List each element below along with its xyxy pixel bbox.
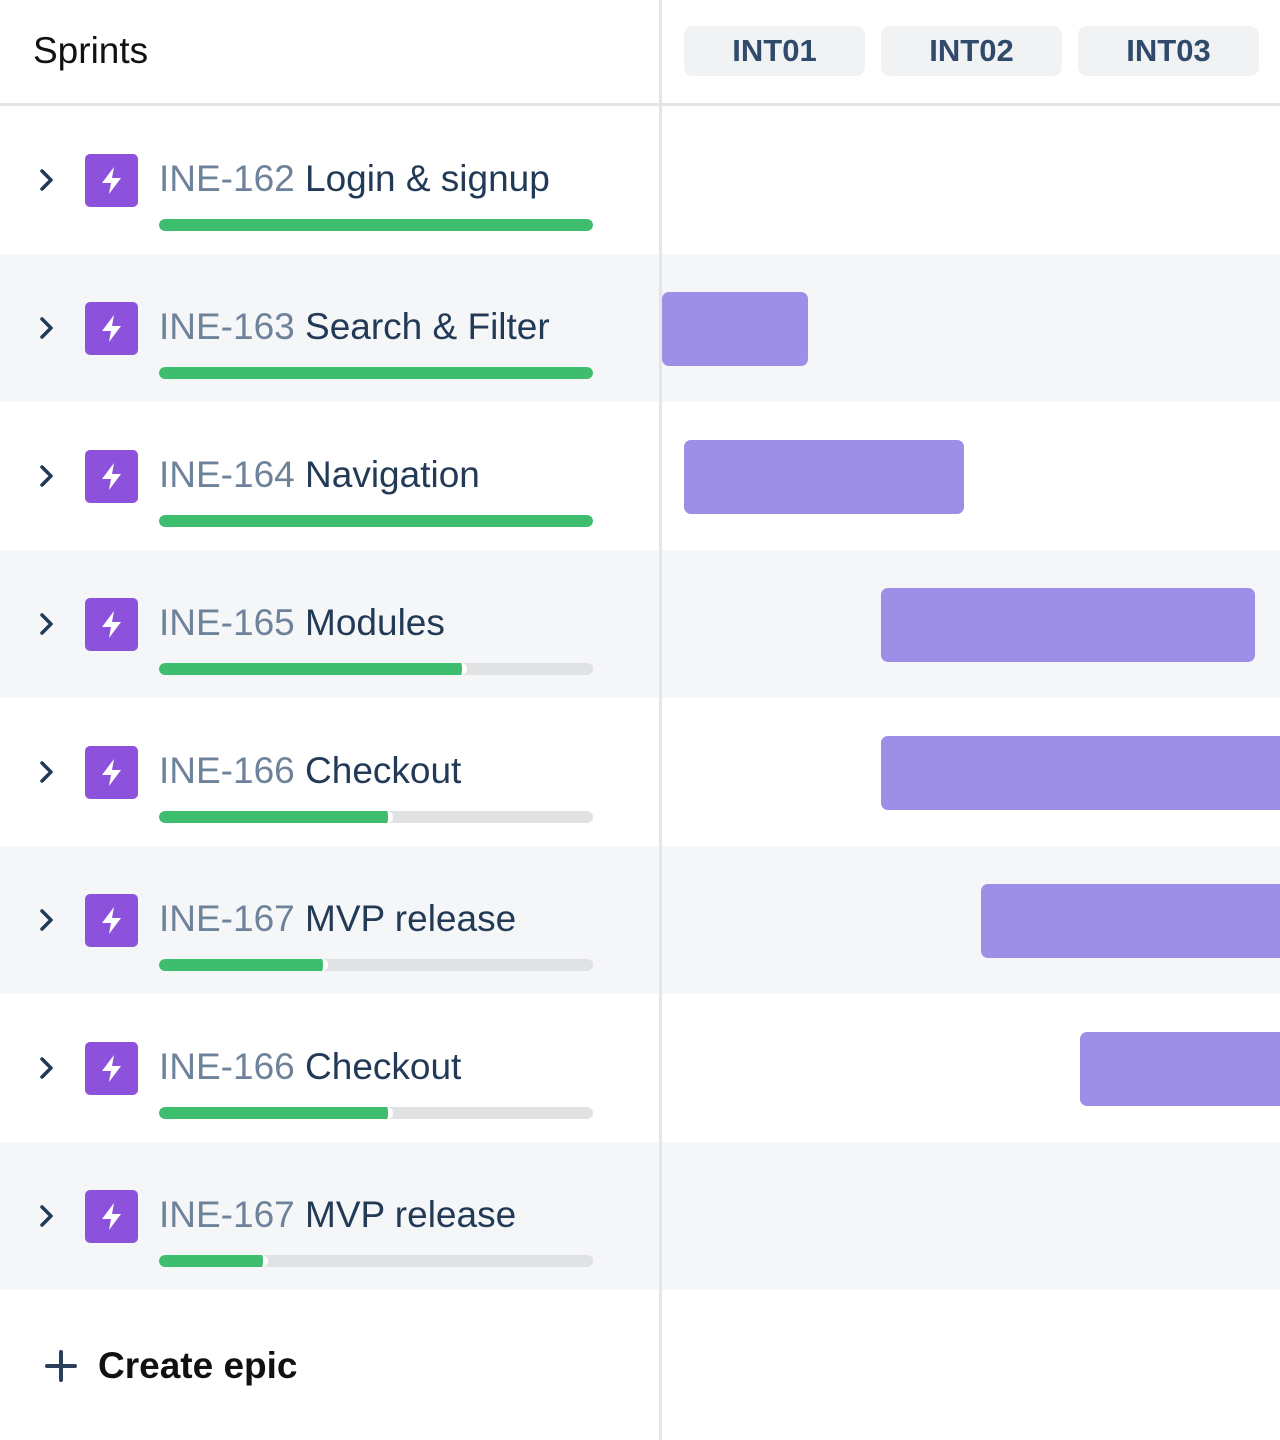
epic-name: MVP release xyxy=(305,1194,517,1235)
panel-divider[interactable] xyxy=(659,0,662,1440)
epic-name: Login & signup xyxy=(305,158,550,199)
sprint-int01[interactable]: INT01 xyxy=(684,26,865,76)
timeline-bar[interactable] xyxy=(881,588,1256,662)
sprint-int03[interactable]: INT03 xyxy=(1078,26,1259,76)
timeline-bar[interactable] xyxy=(881,736,1280,810)
epic-key: INE-167 xyxy=(159,1194,295,1235)
chevron-right-icon[interactable] xyxy=(34,611,60,637)
epic-title[interactable]: INE-163 Search & Filter xyxy=(159,306,550,348)
progress-bar xyxy=(159,1107,593,1119)
progress-bar xyxy=(159,959,593,971)
epic-icon xyxy=(85,450,138,503)
create-epic-button[interactable]: Create epic xyxy=(44,1345,298,1387)
chevron-right-icon[interactable] xyxy=(34,463,60,489)
epic-key: INE-166 xyxy=(159,750,295,791)
epic-name: Search & Filter xyxy=(305,306,550,347)
epic-title[interactable]: INE-164 Navigation xyxy=(159,454,480,496)
progress-bar xyxy=(159,1255,593,1267)
epic-key: INE-165 xyxy=(159,602,295,643)
sprint-int02[interactable]: INT02 xyxy=(881,26,1062,76)
chevron-right-icon[interactable] xyxy=(34,1055,60,1081)
epic-row[interactable]: INE-166 Checkout xyxy=(0,994,1280,1142)
create-epic-label: Create epic xyxy=(98,1345,298,1386)
epic-name: MVP release xyxy=(305,898,517,939)
epic-row[interactable]: INE-166 Checkout xyxy=(0,698,1280,846)
epic-row[interactable]: INE-167 MVP release xyxy=(0,1142,1280,1290)
progress-bar xyxy=(159,515,593,527)
epic-name: Navigation xyxy=(305,454,480,495)
epic-title[interactable]: INE-162 Login & signup xyxy=(159,158,550,200)
epic-title[interactable]: INE-167 MVP release xyxy=(159,1194,516,1236)
chevron-right-icon[interactable] xyxy=(34,315,60,341)
epic-key: INE-166 xyxy=(159,1046,295,1087)
header: Sprints INT01 INT02 INT03 xyxy=(0,0,1280,106)
epic-row[interactable]: INE-165 Modules xyxy=(0,550,1280,698)
epic-name: Checkout xyxy=(305,1046,462,1087)
chevron-right-icon[interactable] xyxy=(34,907,60,933)
timeline-bar[interactable] xyxy=(662,292,809,366)
epic-row[interactable]: INE-162 Login & signup xyxy=(0,106,1280,254)
timeline-bar[interactable] xyxy=(981,884,1280,958)
epic-icon xyxy=(85,894,138,947)
epic-icon xyxy=(85,746,138,799)
epic-icon xyxy=(85,598,138,651)
chevron-right-icon[interactable] xyxy=(34,167,60,193)
epic-title[interactable]: INE-166 Checkout xyxy=(159,1046,461,1088)
epic-row[interactable]: INE-164 Navigation xyxy=(0,402,1280,550)
epic-name: Checkout xyxy=(305,750,462,791)
epic-key: INE-167 xyxy=(159,898,295,939)
progress-bar xyxy=(159,219,593,231)
epic-row[interactable]: INE-167 MVP release xyxy=(0,846,1280,994)
epic-icon xyxy=(85,154,138,207)
epic-key: INE-162 xyxy=(159,158,295,199)
plus-icon xyxy=(45,1350,77,1382)
epic-row[interactable]: INE-163 Search & Filter xyxy=(0,254,1280,402)
progress-bar xyxy=(159,367,593,379)
chevron-right-icon[interactable] xyxy=(34,759,60,785)
epic-title[interactable]: INE-165 Modules xyxy=(159,602,445,644)
epic-key: INE-164 xyxy=(159,454,295,495)
epic-title[interactable]: INE-167 MVP release xyxy=(159,898,516,940)
progress-bar xyxy=(159,663,593,675)
epic-icon xyxy=(85,1042,138,1095)
chevron-right-icon[interactable] xyxy=(34,1203,60,1229)
timeline-bar[interactable] xyxy=(684,440,964,514)
epic-icon xyxy=(85,302,138,355)
epic-name: Modules xyxy=(305,602,445,643)
epic-title[interactable]: INE-166 Checkout xyxy=(159,750,461,792)
epic-key: INE-163 xyxy=(159,306,295,347)
progress-bar xyxy=(159,811,593,823)
epic-icon xyxy=(85,1190,138,1243)
page-title: Sprints xyxy=(33,30,149,71)
timeline-bar[interactable] xyxy=(1079,1032,1280,1106)
